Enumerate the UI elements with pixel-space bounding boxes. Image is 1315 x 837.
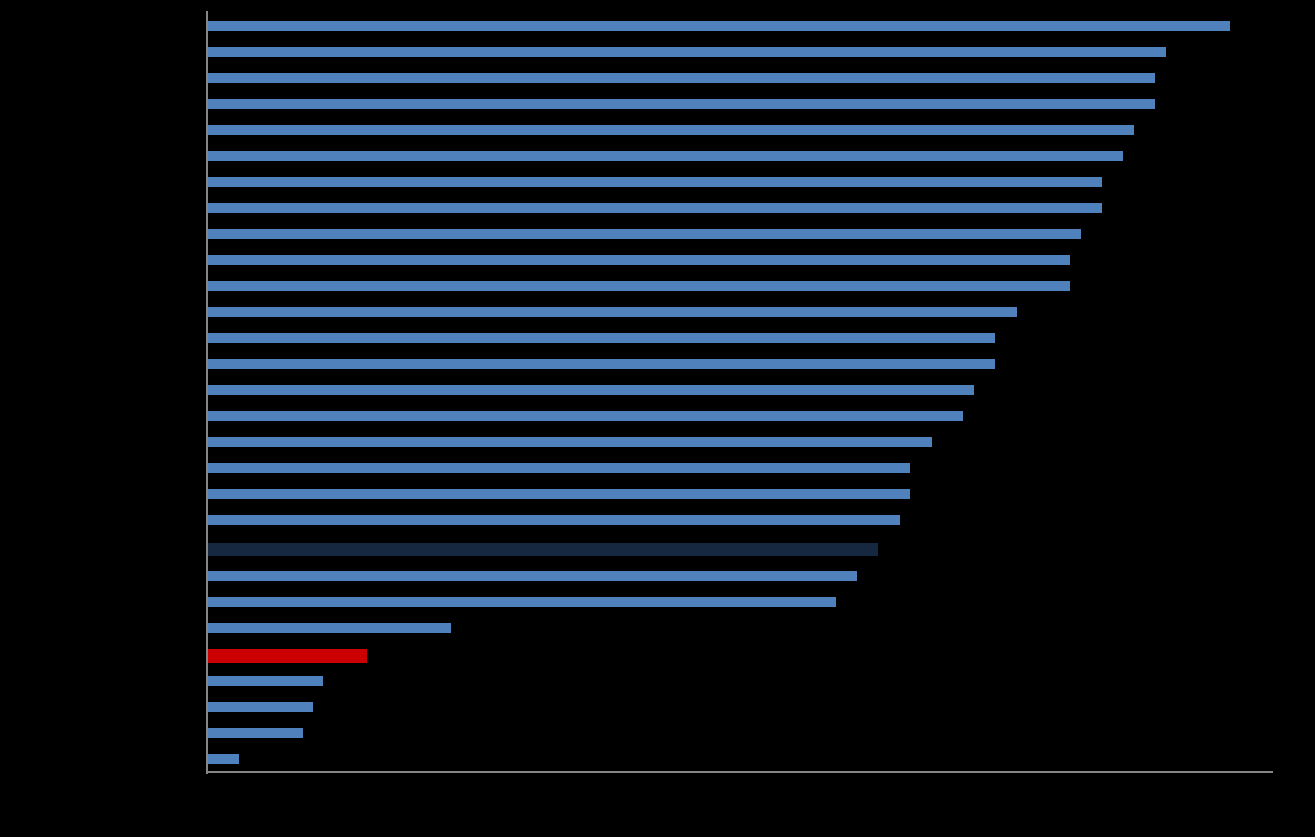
x-axis-line xyxy=(206,771,1273,773)
bar[interactable] xyxy=(206,229,1081,239)
bar[interactable] xyxy=(206,255,1070,265)
bar[interactable] xyxy=(206,359,995,369)
bar[interactable] xyxy=(206,281,1070,291)
bar[interactable] xyxy=(206,754,239,764)
bar[interactable] xyxy=(206,728,303,738)
bar[interactable] xyxy=(206,73,1155,83)
bar[interactable] xyxy=(206,151,1123,161)
bar[interactable] xyxy=(206,99,1155,109)
bar-highlighted[interactable] xyxy=(206,649,367,663)
bar[interactable] xyxy=(206,489,910,499)
bar[interactable] xyxy=(206,177,1102,187)
bar[interactable] xyxy=(206,571,857,581)
bar[interactable] xyxy=(206,47,1166,57)
y-axis-line xyxy=(206,11,208,774)
bar-highlighted[interactable] xyxy=(206,543,878,556)
bar[interactable] xyxy=(206,385,974,395)
bar[interactable] xyxy=(206,203,1102,213)
bar[interactable] xyxy=(206,437,932,447)
bar[interactable] xyxy=(206,21,1230,31)
bar[interactable] xyxy=(206,333,995,343)
bar[interactable] xyxy=(206,515,900,525)
bar[interactable] xyxy=(206,125,1134,135)
bar[interactable] xyxy=(206,307,1017,317)
bar[interactable] xyxy=(206,676,323,686)
bar[interactable] xyxy=(206,623,451,633)
bar[interactable] xyxy=(206,463,910,473)
bar[interactable] xyxy=(206,411,963,421)
bar[interactable] xyxy=(206,702,313,712)
bar[interactable] xyxy=(206,597,836,607)
